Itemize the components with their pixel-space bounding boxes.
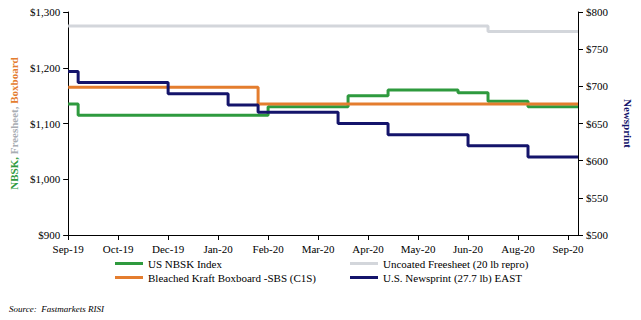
svg-text:Feb-20: Feb-20: [253, 243, 285, 255]
svg-text:Sep-19: Sep-19: [53, 243, 85, 255]
svg-text:Sep-20: Sep-20: [552, 243, 584, 255]
svg-text:$700: $700: [586, 80, 609, 92]
svg-text:U.S. Newsprint (27.7 lb) EAST: U.S. Newsprint (27.7 lb) EAST: [383, 272, 522, 285]
svg-text:$1,100: $1,100: [30, 118, 61, 130]
svg-text:May-20: May-20: [401, 243, 436, 255]
svg-text:$1,200: $1,200: [30, 62, 61, 74]
svg-text:Jan-20: Jan-20: [203, 243, 233, 255]
svg-text:Freesheet: Freesheet: [8, 109, 20, 154]
svg-text:$500: $500: [586, 229, 609, 241]
svg-text:$550: $550: [586, 192, 609, 204]
svg-text:$600: $600: [586, 155, 609, 167]
svg-text:$750: $750: [586, 43, 609, 55]
svg-text:Mar-20: Mar-20: [302, 243, 335, 255]
svg-text:Dec-19: Dec-19: [152, 243, 185, 255]
svg-text:Oct-19: Oct-19: [103, 243, 134, 255]
svg-text:Bleached Kraft Boxboard -SBS (: Bleached Kraft Boxboard -SBS (C1S): [148, 272, 316, 285]
svg-text:Jun-20: Jun-20: [453, 243, 483, 255]
svg-text:Newsprint: Newsprint: [622, 99, 634, 148]
svg-text:$1,300: $1,300: [30, 6, 61, 18]
svg-text:Apr-20: Apr-20: [352, 243, 384, 255]
svg-text:Source: Fastmarkets RISI: Source: Fastmarkets RISI: [9, 304, 105, 314]
svg-text:Boxboard: Boxboard: [8, 57, 20, 103]
svg-text:NBSK: NBSK: [8, 159, 20, 189]
svg-text:$900: $900: [38, 229, 61, 241]
svg-text:$800: $800: [586, 6, 609, 18]
svg-text:Aug-20: Aug-20: [501, 243, 535, 255]
svg-text:$650: $650: [586, 118, 609, 130]
svg-text:US NBSK Index: US NBSK Index: [148, 258, 222, 270]
svg-text:Uncoated Freesheet (20 lb repr: Uncoated Freesheet (20 lb repro): [383, 258, 529, 271]
svg-text:$1,000: $1,000: [30, 173, 61, 185]
